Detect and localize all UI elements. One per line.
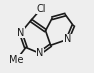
Text: Cl: Cl	[36, 4, 46, 14]
Text: N: N	[36, 48, 43, 58]
Text: N: N	[17, 28, 24, 38]
Text: Me: Me	[9, 55, 24, 65]
Text: N: N	[64, 34, 71, 44]
